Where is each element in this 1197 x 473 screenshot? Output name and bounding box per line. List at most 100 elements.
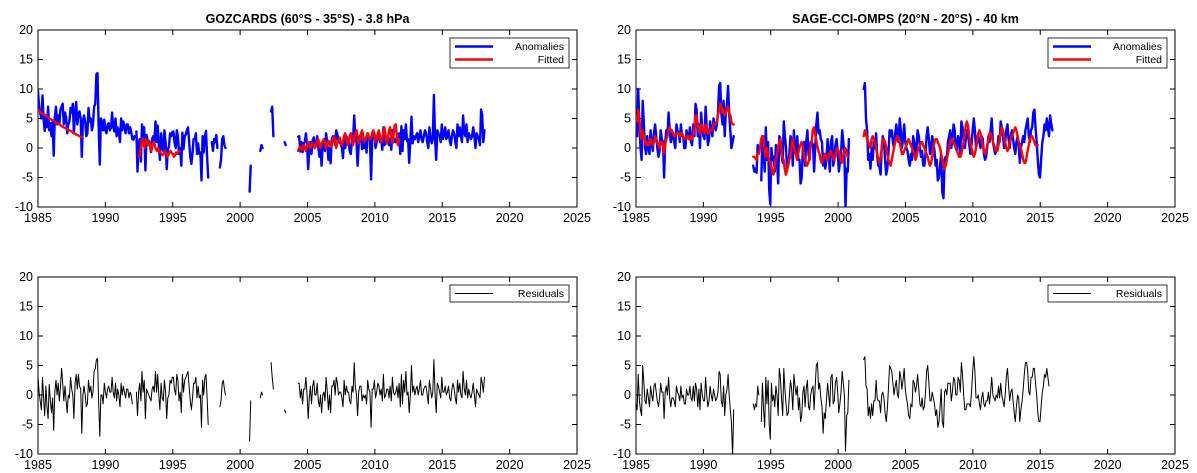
- legend: Residuals: [1047, 284, 1168, 303]
- x-tick-label: 2015: [428, 211, 456, 225]
- y-tick-label: -10: [15, 200, 33, 214]
- fitted-line: [752, 126, 849, 176]
- legend: Residuals: [449, 284, 570, 303]
- x-tick-label: 2000: [226, 458, 254, 472]
- legend-box: [449, 37, 570, 69]
- x-tick-label: 1985: [622, 211, 650, 225]
- x-tick-label: 2020: [496, 211, 524, 225]
- y-tick-label: -5: [620, 418, 631, 432]
- y-tick-label: 5: [26, 359, 33, 373]
- y-tick-label: 5: [624, 112, 631, 126]
- residuals-line: [270, 362, 274, 390]
- bottom-left-chart: 1985 1990 1995 2000 2005 2010 2015 2020 2025-10-…: [15, 270, 591, 472]
- x-tick-label: 2025: [1161, 458, 1189, 472]
- x-tick-label: 1985: [622, 458, 650, 472]
- series-residuals: [636, 356, 1050, 454]
- x-tick-label: 1985: [24, 211, 52, 225]
- residuals-line: [752, 385, 760, 411]
- y-tick-label: -5: [22, 171, 33, 185]
- y-tick-label: -10: [613, 447, 631, 461]
- plot-area: [37, 276, 578, 455]
- residuals-line: [297, 359, 485, 428]
- y-tick-label: 0: [624, 388, 631, 402]
- legend-label: Anomalies: [1113, 41, 1162, 53]
- y-tick-label: 5: [624, 359, 631, 373]
- residuals-line: [760, 362, 850, 452]
- anomalies-line: [752, 143, 760, 175]
- plot-area: [635, 276, 1176, 455]
- residuals-line: [259, 391, 264, 399]
- bottom-right-chart: 1985 1990 1995 2000 2005 2010 2015 2020 2025-10-…: [613, 270, 1189, 472]
- x-tick-label: 2010: [959, 458, 987, 472]
- fitted-line: [862, 120, 1040, 170]
- fitted-line: [38, 108, 84, 139]
- x-tick-label: 1990: [91, 458, 119, 472]
- legend-label: Fitted: [538, 54, 564, 66]
- x-tick-label: 2000: [824, 458, 852, 472]
- y-tick-label: 10: [19, 82, 33, 96]
- x-tick-label: 2010: [361, 211, 389, 225]
- anomalies-line: [218, 134, 227, 169]
- x-tick-label: 1990: [91, 211, 119, 225]
- y-tick-label: 10: [617, 82, 631, 96]
- x-tick-label: 1995: [757, 458, 785, 472]
- y-tick-label: 20: [617, 23, 631, 37]
- residuals-line: [284, 409, 287, 414]
- x-tick-label: 1990: [689, 458, 717, 472]
- x-tick-label: 2010: [361, 458, 389, 472]
- y-tick-label: -5: [620, 171, 631, 185]
- legend-label: Residuals: [518, 288, 564, 300]
- x-tick-label: 2015: [1026, 458, 1054, 472]
- y-tick-label: 10: [19, 329, 33, 343]
- x-tick-label: 1995: [757, 211, 785, 225]
- x-tick-label: 2000: [824, 211, 852, 225]
- x-tick-label: 2015: [428, 458, 456, 472]
- y-tick-label: 10: [617, 329, 631, 343]
- x-tick-label: 1990: [689, 211, 717, 225]
- x-tick-label: 2025: [563, 458, 591, 472]
- anomalies-line: [210, 133, 219, 153]
- residuals-line: [219, 379, 226, 408]
- y-tick-label: 15: [19, 300, 33, 314]
- chart-title: SAGE-CCI-OMPS (20°N - 20°S) - 40 km: [792, 12, 1019, 26]
- anomalies-line: [248, 164, 252, 193]
- y-tick-label: 15: [19, 53, 33, 67]
- y-tick-label: 20: [19, 23, 33, 37]
- chart-title: GOZCARDS (60°S - 35°S) - 3.8 hPa: [206, 12, 411, 26]
- legend-label: Residuals: [1116, 288, 1162, 300]
- series-residuals: [38, 357, 485, 442]
- fitted-line: [296, 123, 401, 153]
- y-tick-label: 20: [19, 270, 33, 284]
- x-tick-label: 2020: [1094, 458, 1122, 472]
- x-tick-label: 2015: [1026, 211, 1054, 225]
- x-tick-label: 2000: [226, 211, 254, 225]
- residuals-line: [863, 356, 1050, 428]
- top-left-chart: 1985 1990 1995 2000 2005 2010 2015 2020 2025-10-…: [15, 12, 591, 225]
- y-tick-label: -5: [22, 418, 33, 432]
- y-tick-label: -10: [613, 200, 631, 214]
- legend-label: Fitted: [1136, 54, 1162, 66]
- y-tick-label: 0: [624, 141, 631, 155]
- anomalies-line: [38, 71, 136, 166]
- y-tick-label: 0: [26, 141, 33, 155]
- x-tick-label: 2020: [1094, 211, 1122, 225]
- anomalies-line: [259, 143, 264, 153]
- x-tick-label: 2010: [959, 211, 987, 225]
- x-tick-label: 2025: [1161, 211, 1189, 225]
- x-tick-label: 2005: [892, 211, 920, 225]
- anomalies-line: [296, 93, 486, 181]
- x-tick-label: 1995: [159, 458, 187, 472]
- residuals-line: [636, 365, 735, 454]
- anomalies-line: [283, 140, 287, 147]
- fitted-line: [137, 137, 181, 159]
- legend-label: Anomalies: [515, 41, 564, 53]
- legend-box: [1047, 37, 1168, 69]
- legend-box: [1047, 284, 1168, 303]
- x-tick-label: 2020: [496, 458, 524, 472]
- x-tick-label: 2025: [563, 211, 591, 225]
- anomalies-line: [269, 105, 275, 138]
- x-tick-label: 2005: [294, 211, 322, 225]
